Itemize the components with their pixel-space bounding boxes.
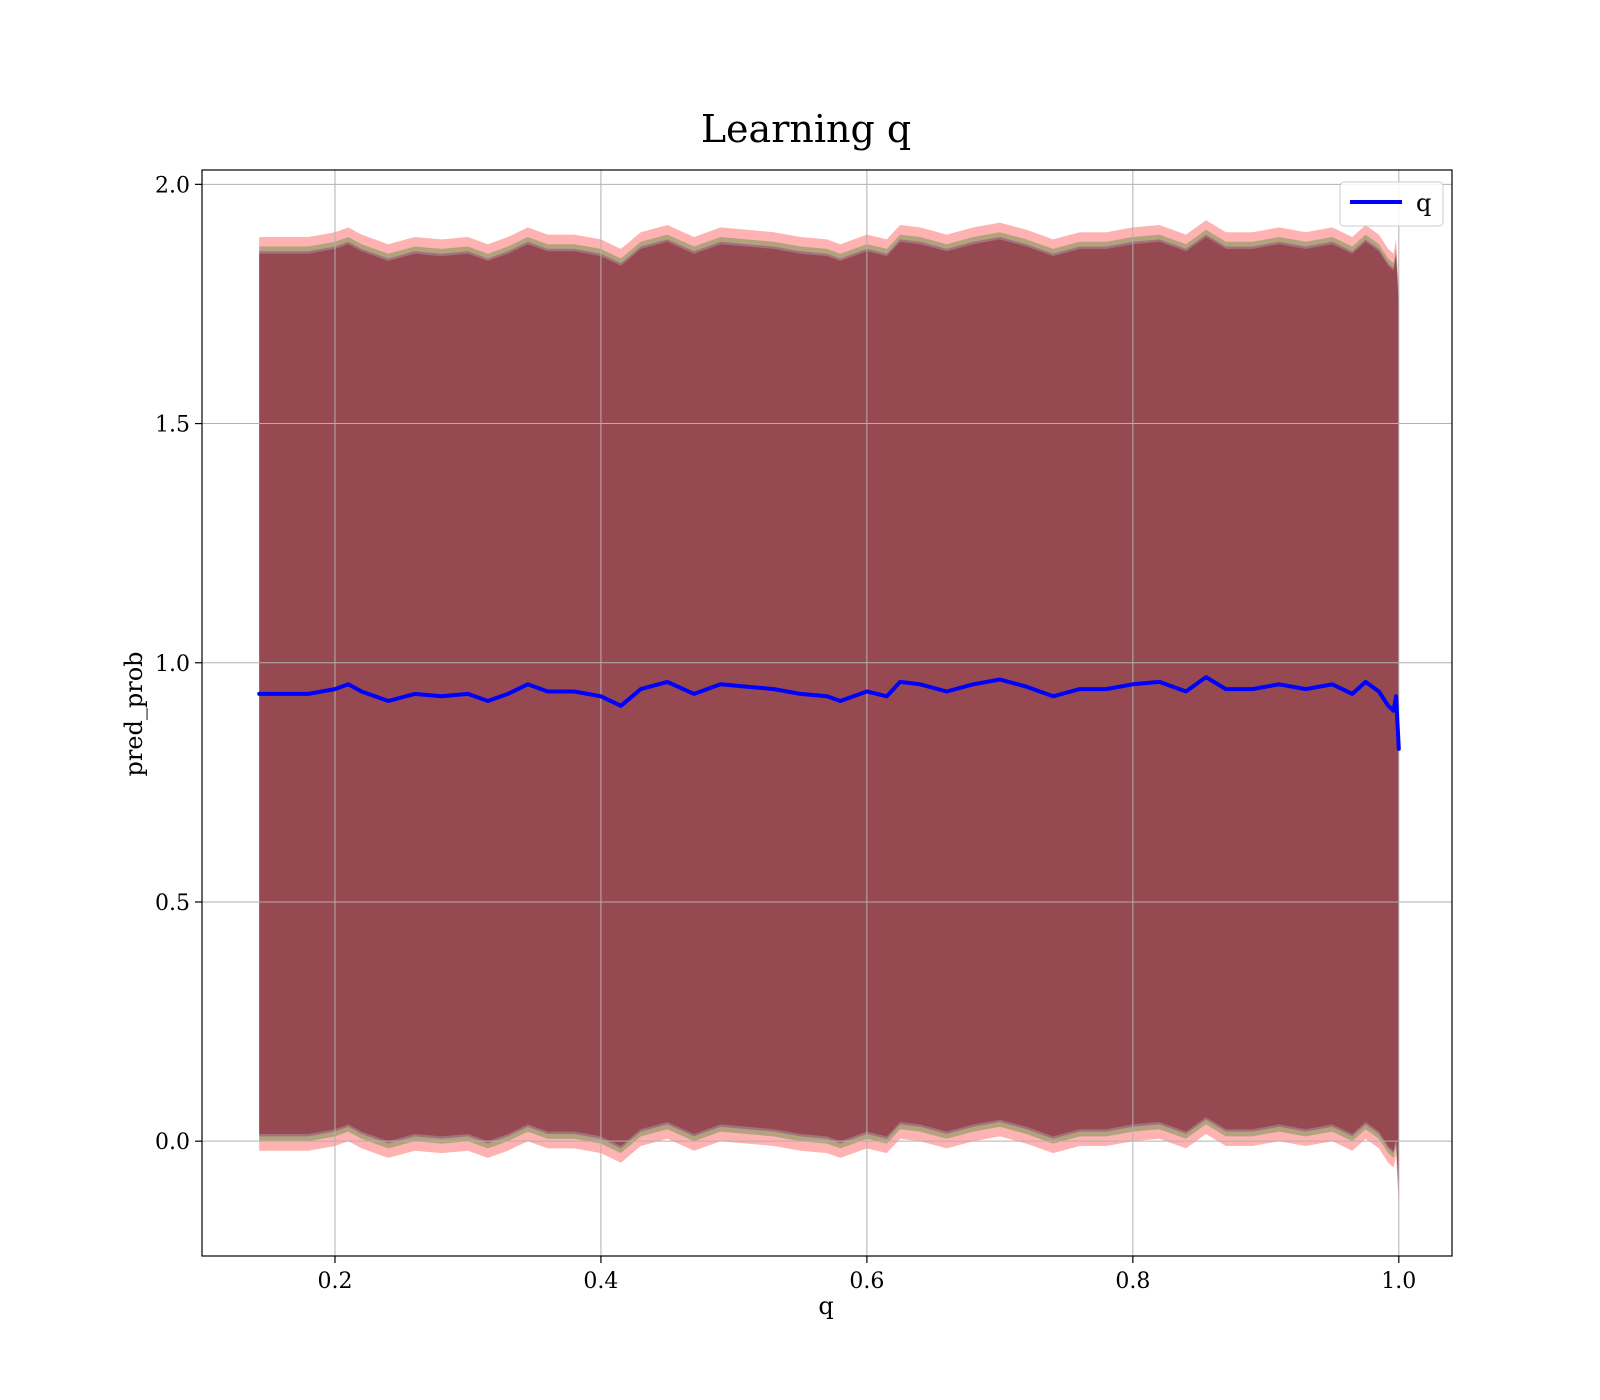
confidence-band-2 xyxy=(259,229,1399,1199)
y-tick-label: 1.5 xyxy=(155,413,190,438)
x-tick-label: 0.6 xyxy=(849,1269,884,1294)
legend: q xyxy=(1339,181,1444,227)
x-tick-label: 0.4 xyxy=(583,1269,618,1294)
y-axis-label: pred_prob xyxy=(120,651,148,776)
x-axis-label: q xyxy=(818,1292,833,1320)
x-tick-label: 0.8 xyxy=(1115,1269,1150,1294)
confidence-band-1 xyxy=(259,220,1399,1209)
legend-label: q xyxy=(1416,189,1431,217)
plot-area: 0.2 0.4 0.6 0.8 1.0 0.0 0.5 1.0 1.5 2.0 q xyxy=(155,169,1453,1294)
axes-frame xyxy=(201,169,1453,1257)
confidence-band-3 xyxy=(259,234,1399,1194)
confidence-band-4 xyxy=(259,237,1399,1189)
y-tick-label: 2.0 xyxy=(155,173,190,198)
x-tick-label: 1.0 xyxy=(1381,1269,1416,1294)
chart-title: Learning q xyxy=(701,107,911,151)
series-line-q xyxy=(257,675,1401,751)
x-tick-label: 0.2 xyxy=(317,1269,352,1294)
y-tick-label: 1.0 xyxy=(155,652,190,677)
y-tick-label: 0.5 xyxy=(155,891,190,916)
y-tick-label: 0.0 xyxy=(155,1130,190,1155)
